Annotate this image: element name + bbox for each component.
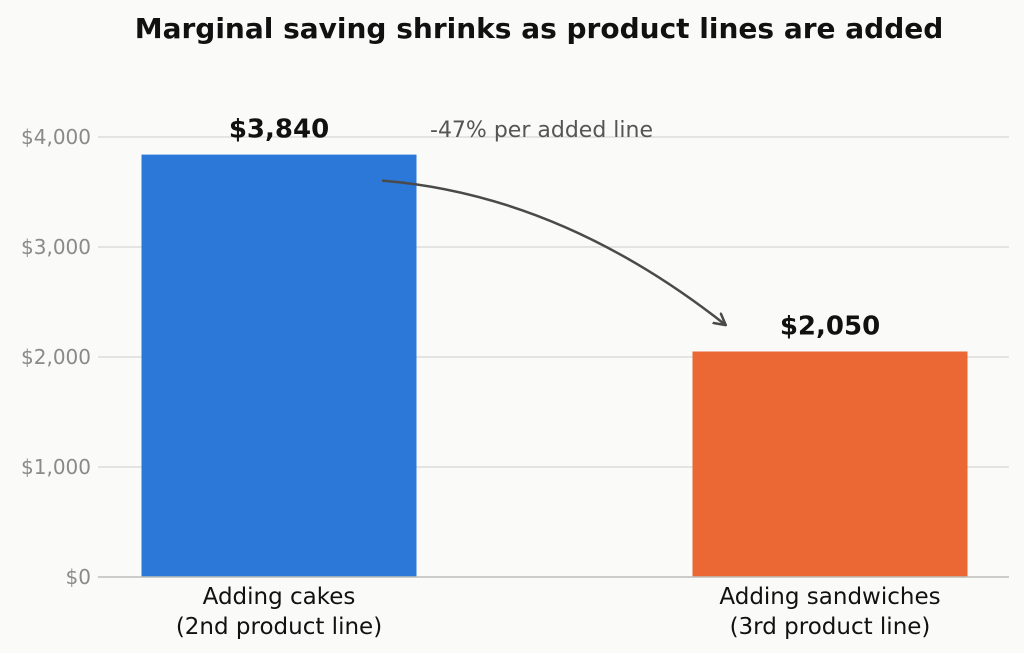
bar-value-label: $3,840 <box>229 115 329 145</box>
annotation-text: -47% per added line <box>430 118 653 143</box>
bar <box>141 154 417 577</box>
chart-title: Marginal saving shrinks as product lines… <box>135 12 944 45</box>
bar-value-label: $2,050 <box>780 312 880 342</box>
y-tick-label: $1,000 <box>21 455 91 479</box>
bar <box>692 351 968 577</box>
y-tick-label: $3,000 <box>21 235 91 259</box>
x-tick-label: (2nd product line) <box>176 614 382 640</box>
x-tick-label: Adding cakes <box>203 584 356 610</box>
x-tick-label: (3rd product line) <box>730 614 931 640</box>
annotation: -47% per added line <box>381 118 725 325</box>
bars <box>141 154 968 577</box>
y-tick-label: $4,000 <box>21 125 91 149</box>
y-tick-label: $2,000 <box>21 345 91 369</box>
x-axis-ticks: Adding cakes (2nd product line) Adding san… <box>176 584 941 640</box>
annotation-arrow <box>381 179 725 325</box>
x-tick-label: Adding sandwiches <box>719 584 940 610</box>
y-axis-ticks: $0 $1,000 $2,000 $3,000 $4,000 <box>21 125 91 589</box>
data-labels: $3,840 $2,050 <box>229 115 880 342</box>
y-tick-label: $0 <box>66 565 91 589</box>
